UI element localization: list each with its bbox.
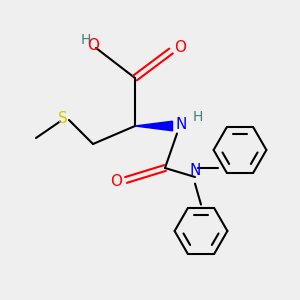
Text: S: S bbox=[58, 111, 68, 126]
Text: H: H bbox=[193, 110, 203, 124]
Text: N: N bbox=[176, 117, 187, 132]
Text: O: O bbox=[110, 174, 122, 189]
Text: H: H bbox=[80, 34, 91, 47]
Text: O: O bbox=[88, 38, 100, 53]
Polygon shape bbox=[135, 121, 172, 131]
Text: O: O bbox=[174, 40, 186, 56]
Text: N: N bbox=[189, 163, 201, 178]
